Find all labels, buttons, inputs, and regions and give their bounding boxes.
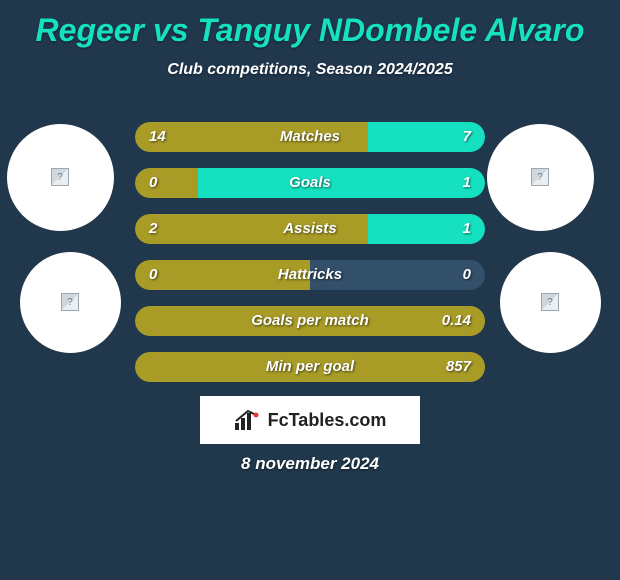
stat-label: Hattricks: [135, 260, 485, 290]
stat-row: 0Goals1: [135, 168, 485, 198]
stat-label: Goals per match: [135, 306, 485, 336]
fctables-badge[interactable]: FcTables.com: [200, 396, 420, 444]
stat-value-right: 1: [463, 214, 471, 244]
stat-row: 14Matches7: [135, 122, 485, 152]
stat-value-right: 857: [446, 352, 471, 382]
page-title: Regeer vs Tanguy NDombele Alvaro: [0, 0, 620, 49]
broken-image-icon: [541, 293, 559, 311]
broken-image-icon: [61, 293, 79, 311]
stat-label: Min per goal: [135, 352, 485, 382]
comparison-stats: 14Matches70Goals12Assists10Hattricks0Goa…: [135, 122, 485, 398]
avatar-team-right: [500, 252, 601, 353]
broken-image-icon: [531, 168, 549, 186]
stat-value-right: 0.14: [442, 306, 471, 336]
subtitle: Club competitions, Season 2024/2025: [0, 61, 620, 79]
stat-row: Min per goal857: [135, 352, 485, 382]
date-label: 8 november 2024: [0, 454, 620, 474]
broken-image-icon: [51, 168, 69, 186]
fctables-logo-icon: [234, 409, 262, 431]
stat-label: Goals: [135, 168, 485, 198]
stat-row: 2Assists1: [135, 214, 485, 244]
stat-row: 0Hattricks0: [135, 260, 485, 290]
avatar-team-left: [20, 252, 121, 353]
stat-row: Goals per match0.14: [135, 306, 485, 336]
stat-label: Assists: [135, 214, 485, 244]
stat-value-right: 1: [463, 168, 471, 198]
stat-value-right: 7: [463, 122, 471, 152]
avatar-player-right-top: [487, 124, 594, 231]
stat-label: Matches: [135, 122, 485, 152]
avatar-player-left-top: [7, 124, 114, 231]
stat-value-right: 0: [463, 260, 471, 290]
fctables-badge-text: FcTables.com: [268, 410, 387, 431]
